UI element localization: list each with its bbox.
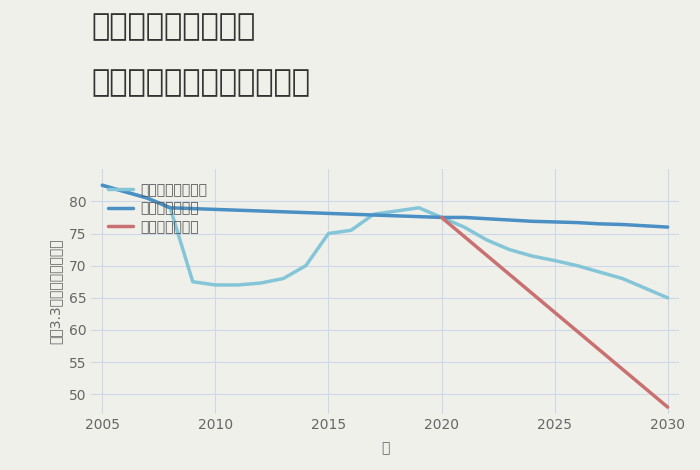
ノーマルシナリオ [302, 263, 310, 268]
Legend: ノーマルシナリオ, グッドシナリオ, バッドシナリオ: ノーマルシナリオ, グッドシナリオ, バッドシナリオ [104, 179, 211, 239]
ノーマルシナリオ [144, 196, 152, 201]
バッドシナリオ [664, 404, 672, 410]
グッドシナリオ [438, 215, 446, 220]
ノーマルシナリオ [460, 224, 468, 230]
バッドシナリオ [438, 215, 446, 220]
ノーマルシナリオ [641, 285, 650, 291]
ノーマルシナリオ [664, 295, 672, 301]
グッドシナリオ [618, 222, 626, 227]
Line: ノーマルシナリオ: ノーマルシナリオ [102, 185, 668, 298]
Y-axis label: 坪（3.3㎡）単価（万円）: 坪（3.3㎡）単価（万円） [49, 239, 63, 344]
ノーマルシナリオ [414, 205, 423, 211]
グッドシナリオ [460, 215, 468, 220]
Text: 奈良県御所市小殿の: 奈良県御所市小殿の [91, 12, 256, 41]
ノーマルシナリオ [188, 279, 197, 284]
ノーマルシナリオ [618, 276, 626, 282]
ノーマルシナリオ [392, 208, 400, 214]
ノーマルシナリオ [234, 282, 242, 288]
ノーマルシナリオ [166, 205, 174, 211]
ノーマルシナリオ [573, 263, 582, 268]
ノーマルシナリオ [211, 282, 220, 288]
グッドシナリオ [166, 205, 174, 211]
ノーマルシナリオ [120, 189, 129, 195]
グッドシナリオ [144, 196, 152, 201]
グッドシナリオ [550, 219, 559, 225]
ノーマルシナリオ [482, 237, 491, 243]
グッドシナリオ [505, 217, 514, 223]
ノーマルシナリオ [505, 247, 514, 252]
ノーマルシナリオ [324, 231, 332, 236]
グッドシナリオ [664, 224, 672, 230]
ノーマルシナリオ [256, 280, 265, 286]
グッドシナリオ [596, 221, 604, 227]
Text: 中古マンションの価格推移: 中古マンションの価格推移 [91, 68, 310, 97]
グッドシナリオ [120, 189, 129, 195]
X-axis label: 年: 年 [381, 441, 389, 455]
グッドシナリオ [528, 219, 536, 224]
ノーマルシナリオ [347, 227, 356, 233]
ノーマルシナリオ [98, 182, 106, 188]
グッドシナリオ [482, 216, 491, 221]
グッドシナリオ [98, 182, 106, 188]
ノーマルシナリオ [528, 253, 536, 259]
グッドシナリオ [573, 220, 582, 226]
Line: バッドシナリオ: バッドシナリオ [442, 218, 668, 407]
グッドシナリオ [641, 223, 650, 228]
ノーマルシナリオ [550, 258, 559, 263]
ノーマルシナリオ [438, 215, 446, 220]
ノーマルシナリオ [279, 276, 288, 282]
Line: グッドシナリオ: グッドシナリオ [102, 185, 668, 227]
ノーマルシナリオ [370, 212, 378, 217]
ノーマルシナリオ [596, 269, 604, 275]
